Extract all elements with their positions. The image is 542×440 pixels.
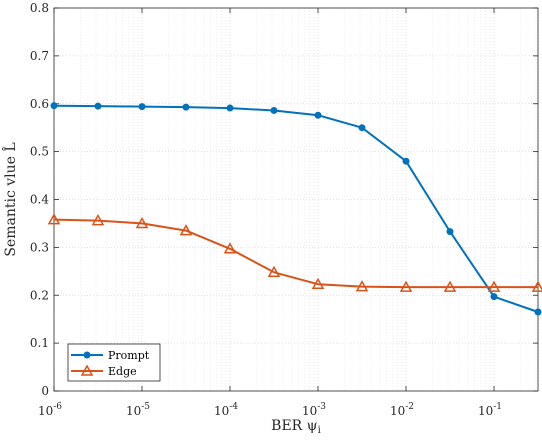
y-tick-label: 0.2 <box>30 288 49 302</box>
data-point-edge <box>399 280 413 292</box>
x-tick-label: 10-2 <box>390 402 414 418</box>
data-point-prompt <box>402 157 410 165</box>
x-tick-label: 10-6 <box>38 402 62 418</box>
data-point-edge <box>487 280 501 292</box>
data-point-edge <box>531 280 542 292</box>
data-point-prompt <box>226 104 234 112</box>
y-tick-label: 0.6 <box>30 97 49 111</box>
data-point-prompt <box>270 106 278 114</box>
y-tick-label: 0.1 <box>30 336 49 350</box>
data-point-edge <box>267 265 281 278</box>
data-point-prompt <box>182 103 190 111</box>
data-point-edge <box>223 242 237 254</box>
y-tick-label: 0.3 <box>30 240 49 254</box>
legend: Prompt Edge <box>67 343 161 382</box>
data-point-edge <box>91 214 105 226</box>
data-point-prompt <box>446 228 454 236</box>
x-tick-label: 10-1 <box>478 402 502 418</box>
data-point-edge <box>355 280 369 292</box>
legend-label-prompt: Prompt <box>108 349 150 362</box>
series-line-edge <box>53 218 538 289</box>
data-point-prompt <box>534 308 542 316</box>
y-tick-label: 0.8 <box>30 1 49 15</box>
series <box>47 102 542 316</box>
data-point-edge <box>311 277 325 289</box>
y-tick-label: 0.5 <box>30 145 49 159</box>
legend-marker-edge <box>80 364 94 376</box>
x-tick-label: 10-3 <box>302 402 326 418</box>
data-point-edge <box>443 280 457 292</box>
x-axis-label: BER ψi <box>271 418 321 436</box>
data-point-prompt <box>314 111 322 119</box>
data-point-edge <box>179 224 193 236</box>
series-line-prompt <box>53 104 539 313</box>
data-point-prompt <box>358 124 366 132</box>
y-axis-label: Semantic vlue L̂ <box>1 142 19 256</box>
x-tick-label: 10-4 <box>214 402 238 418</box>
legend-marker-prompt <box>83 351 91 359</box>
data-point-prompt <box>94 102 102 110</box>
legend-label-edge: Edge <box>108 365 137 378</box>
data-point-prompt <box>490 293 498 301</box>
ticks: 0 0.1 0.2 0.3 0.4 0.5 0.6 0.7 0.8 10-6 10-5 10-4 10-… <box>30 1 538 418</box>
y-tick-label: 0 <box>41 384 49 398</box>
x-tick-label: 10-5 <box>126 402 150 418</box>
data-point-prompt <box>50 102 58 110</box>
data-point-edge <box>135 216 149 229</box>
grid <box>53 7 538 392</box>
y-tick-label: 0.4 <box>30 193 49 207</box>
y-tick-label: 0.7 <box>30 49 49 63</box>
data-point-prompt <box>138 103 146 111</box>
data-point-edge <box>47 213 61 225</box>
